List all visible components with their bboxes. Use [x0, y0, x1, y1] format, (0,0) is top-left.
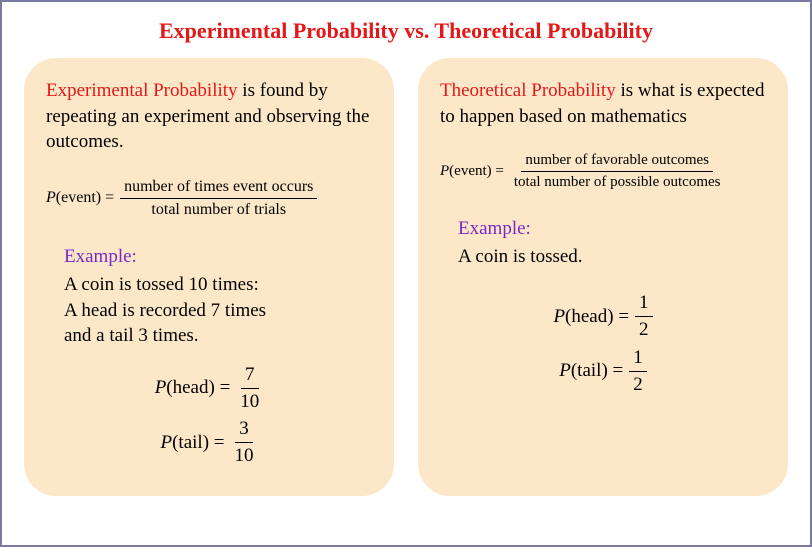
- result-den: 2: [635, 317, 653, 342]
- result-num: 7: [241, 363, 259, 389]
- theoretical-results: P(head) = 12P(tail) = 12: [440, 291, 766, 396]
- probability-result: P(head) = 12: [440, 291, 766, 342]
- theoretical-formula: P(event) = number of favorable outcomes …: [440, 151, 766, 192]
- theoretical-formula-fraction: number of favorable outcomes total numbe…: [510, 151, 725, 192]
- result-fraction: 12: [629, 346, 647, 397]
- probability-result: P(head) = 710: [46, 363, 372, 414]
- theoretical-example-body: A coin is tossed.: [458, 244, 766, 270]
- theoretical-card: Theoretical Probability is what is expec…: [418, 58, 788, 496]
- result-fraction: 12: [635, 291, 653, 342]
- result-fraction: 710: [236, 363, 263, 414]
- result-fraction: 310: [231, 417, 258, 468]
- example-line: A head is recorded 7 times: [64, 298, 372, 324]
- result-num: 1: [635, 291, 653, 317]
- result-lhs: P(head) =: [553, 306, 629, 328]
- theoretical-formula-den: total number of possible outcomes: [510, 172, 725, 192]
- experimental-definition: Experimental Probability is found by rep…: [46, 78, 372, 155]
- result-lhs: P(tail) =: [161, 432, 225, 454]
- theoretical-term: Theoretical Probability: [440, 80, 616, 101]
- result-den: 10: [231, 443, 258, 468]
- experimental-formula-den: total number of trials: [147, 199, 290, 220]
- probability-result: P(tail) = 310: [46, 417, 372, 468]
- result-lhs: P(head) =: [155, 377, 231, 399]
- theoretical-formula-lhs: P(event) =: [440, 163, 504, 180]
- theoretical-example-label: Example:: [458, 218, 766, 240]
- experimental-formula-lhs: P(event) =: [46, 189, 114, 207]
- page-title: Experimental Probability vs. Theoretical…: [20, 18, 792, 44]
- result-den: 10: [236, 389, 263, 414]
- experimental-results: P(head) = 710P(tail) = 310: [46, 363, 372, 468]
- title-text: Experimental Probability vs. Theoretical…: [159, 18, 653, 43]
- result-den: 2: [629, 372, 647, 397]
- theoretical-formula-num: number of favorable outcomes: [521, 151, 713, 172]
- probability-result: P(tail) = 12: [440, 346, 766, 397]
- columns-container: Experimental Probability is found by rep…: [20, 58, 792, 496]
- theoretical-definition: Theoretical Probability is what is expec…: [440, 78, 766, 129]
- result-num: 1: [629, 346, 647, 372]
- example-line: and a tail 3 times.: [64, 323, 372, 349]
- experimental-formula-fraction: number of times event occurs total numbe…: [120, 177, 317, 220]
- experimental-example-label: Example:: [64, 246, 372, 268]
- example-line: A coin is tossed 10 times:: [64, 272, 372, 298]
- experimental-formula-num: number of times event occurs: [120, 177, 317, 199]
- experimental-example-body: A coin is tossed 10 times:A head is reco…: [64, 272, 372, 349]
- result-lhs: P(tail) =: [559, 360, 623, 382]
- example-line: A coin is tossed.: [458, 244, 766, 270]
- experimental-card: Experimental Probability is found by rep…: [24, 58, 394, 496]
- experimental-term: Experimental Probability: [46, 80, 238, 101]
- experimental-formula: P(event) = number of times event occurs …: [46, 177, 372, 220]
- result-num: 3: [235, 417, 253, 443]
